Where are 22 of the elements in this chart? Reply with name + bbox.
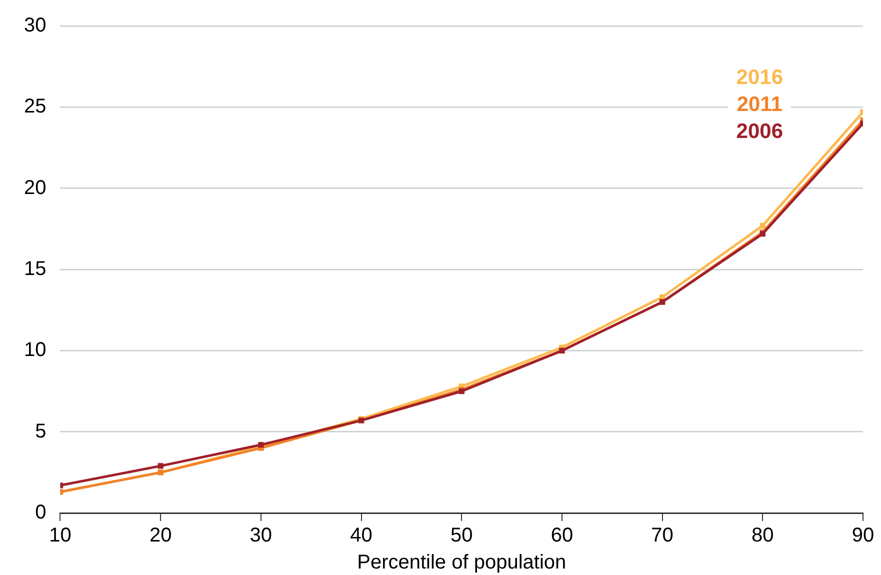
y-tick-label: 5 <box>35 420 46 442</box>
x-tick-label: 50 <box>450 524 473 547</box>
y-tick-label: 15 <box>24 258 46 280</box>
x-axis-title: Percentile of population <box>357 552 566 574</box>
x-tick-label: 40 <box>350 524 372 547</box>
x-tick-label: 30 <box>250 524 272 547</box>
text: 2011 <box>736 92 783 118</box>
x-tick-label: 60 <box>550 524 574 547</box>
x-tick-label: 90 <box>852 524 874 547</box>
x-tick-label: 80 <box>752 524 774 547</box>
point <box>158 463 164 469</box>
x-tick-label: 70 <box>651 524 674 547</box>
text: 2016 <box>736 65 783 91</box>
y-tick-label: 25 <box>24 96 46 118</box>
x-tick-label: 10 <box>49 524 72 547</box>
y-tick-label: 0 <box>35 502 46 524</box>
point <box>760 222 766 228</box>
y-tick-label: 20 <box>24 176 46 199</box>
x-tick-label: 20 <box>149 524 172 547</box>
text: 2006 <box>736 119 783 145</box>
y-tick-label: 30 <box>24 14 46 37</box>
y-tick-label: 10 <box>24 339 46 362</box>
